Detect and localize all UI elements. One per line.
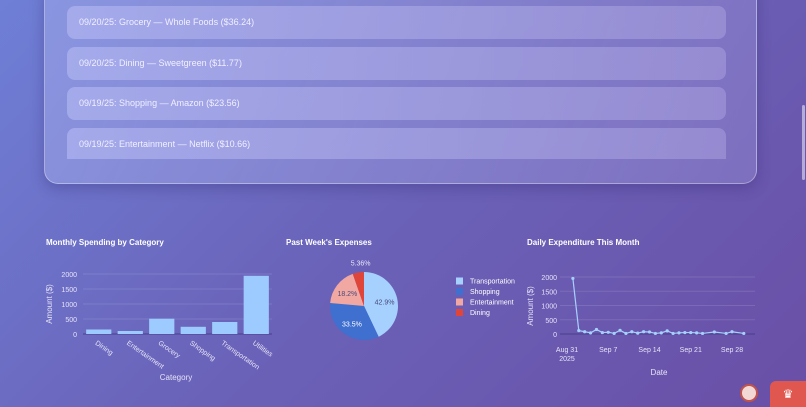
legend-swatch	[456, 298, 463, 306]
bar-transportation	[212, 322, 238, 334]
x-tick-label: Dining	[94, 340, 114, 357]
line-chart-title: Daily Expenditure This Month	[527, 238, 640, 247]
pie-slice-entertainment	[330, 273, 364, 306]
data-point	[577, 328, 581, 333]
x-tick-label: Sep 28	[721, 347, 743, 354]
bar-dining	[86, 329, 112, 334]
data-point	[642, 330, 646, 334]
data-point	[600, 330, 604, 335]
data-point	[677, 331, 681, 335]
pie-slice-shopping	[330, 302, 379, 340]
legend-label: Entertainment	[470, 300, 514, 307]
page-scrollbar[interactable]	[802, 105, 805, 180]
data-point	[695, 331, 699, 335]
legend-swatch	[456, 288, 463, 295]
data-point	[624, 331, 628, 336]
pie-label: 5.36%	[351, 261, 371, 268]
y-axis-title: Amount ($)	[526, 286, 535, 326]
data-point	[606, 330, 610, 334]
legend-label: Dining	[470, 310, 490, 317]
data-point	[659, 331, 663, 335]
pie-slice-dining	[352, 272, 364, 306]
data-point	[742, 331, 746, 336]
x-tick-label: Sep 21	[680, 347, 702, 354]
data-point	[653, 331, 657, 336]
bar-entertainment	[117, 331, 143, 334]
y-tick-label: 500	[545, 318, 557, 325]
crown-icon[interactable]: ♛	[770, 381, 806, 407]
data-point	[618, 328, 622, 332]
data-point	[636, 331, 640, 335]
data-point	[724, 331, 728, 336]
data-point	[700, 331, 705, 336]
pie-label: 18.2%	[337, 291, 357, 298]
y-tick-label: 1500	[541, 289, 557, 296]
data-point	[647, 330, 652, 334]
data-point	[683, 330, 687, 335]
y-tick-label: 1000	[61, 302, 77, 309]
data-point	[588, 331, 593, 335]
bar-chart-title: Monthly Spending by Category	[46, 238, 164, 247]
legend-label: Transportation	[470, 279, 515, 286]
legend-swatch	[456, 277, 463, 285]
y-tick-label: 1000	[541, 304, 557, 311]
transaction-item[interactable]: 09/20/25: Grocery — Whole Foods ($36.24)	[67, 6, 726, 39]
pie-slice-transportation	[364, 272, 398, 337]
x-tick-label: Aug 31	[556, 347, 578, 354]
data-point	[612, 331, 616, 336]
x-axis-title: Date	[651, 368, 668, 377]
y-tick-label: 2000	[541, 275, 557, 282]
data-point	[583, 330, 587, 334]
data-point	[594, 327, 599, 332]
data-point	[671, 331, 675, 336]
y-tick-label: 2000	[61, 272, 77, 279]
pie-label: 42.9%	[375, 299, 395, 306]
data-point	[630, 330, 634, 334]
x-tick-label: Utilities	[251, 340, 274, 359]
pie-chart-title: Past Week's Expenses	[286, 238, 372, 247]
x-axis-title: Category	[160, 373, 192, 382]
y-tick-label: 500	[65, 317, 77, 324]
transaction-item[interactable]: 09/20/25: Dining — Sweetgreen ($11.77)	[67, 47, 726, 80]
legend-label: Shopping	[470, 289, 500, 296]
data-point	[689, 330, 693, 335]
x-tick-label: Sep 14	[638, 347, 660, 354]
bar-utilities	[243, 275, 269, 334]
bar-grocery	[149, 318, 175, 334]
bar-shopping	[180, 326, 206, 334]
transaction-item[interactable]: 09/19/25: Entertainment — Netflix ($10.6…	[67, 128, 726, 159]
y-tick-label: 0	[553, 332, 557, 339]
legend-swatch	[456, 309, 463, 316]
x-tick-year: 2025	[559, 356, 575, 363]
bookmark-icon[interactable]	[740, 384, 758, 402]
y-axis-title: Amount ($)	[45, 284, 54, 324]
data-point	[665, 329, 669, 333]
data-point	[730, 330, 734, 334]
transaction-item[interactable]: 09/19/25: Shopping — Amazon ($23.56)	[67, 87, 726, 120]
data-point	[712, 330, 716, 334]
y-tick-label: 1500	[61, 287, 77, 294]
y-tick-label: 0	[73, 332, 77, 339]
pie-label: 33.5%	[342, 321, 362, 328]
x-tick-label: Shopping	[188, 340, 216, 363]
x-tick-label: Grocery	[157, 340, 182, 360]
data-point	[571, 276, 575, 281]
x-tick-label: Sep 7	[599, 347, 617, 354]
